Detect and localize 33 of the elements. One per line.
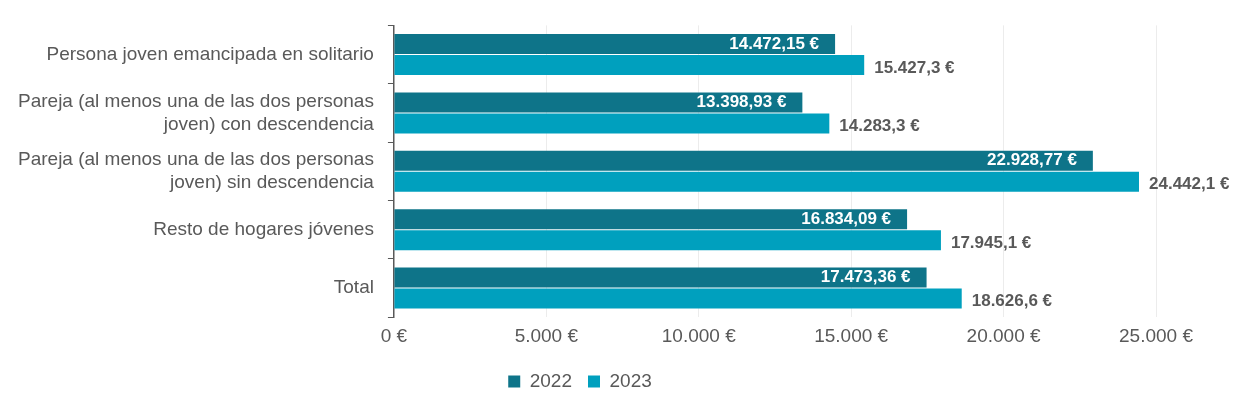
bar xyxy=(394,92,803,113)
y-tick-label: Pareja (al menos una de las dos personas joven) sin descendencia xyxy=(18,148,375,192)
x-tick-label: 0 € xyxy=(380,324,408,346)
x-tick-label: 15.000 € xyxy=(814,324,889,346)
y-tick-label: Persona joven emancipada en solitario xyxy=(46,42,374,64)
data-label: 14.472,15 € xyxy=(729,33,820,53)
data-label: 14.283,3 € xyxy=(839,116,921,136)
data-label: 18.626,6 € xyxy=(971,291,1053,311)
legend-label: 2022 xyxy=(529,369,573,391)
bar xyxy=(394,230,941,251)
bar xyxy=(394,171,1139,192)
y-tick-label: Pareja (al menos una de las dos personas joven) con descendencia xyxy=(18,89,375,134)
data-label: 22.928,77 € xyxy=(987,150,1078,170)
data-label: 24.442,1 € xyxy=(1148,174,1230,194)
bar xyxy=(394,150,1093,171)
data-label: 15.427,3 € xyxy=(874,57,956,77)
y-tick-label: Total xyxy=(333,276,374,298)
bar xyxy=(394,113,830,134)
bar xyxy=(394,288,962,309)
data-label: 13.398,93 € xyxy=(696,92,787,112)
legend-label: 2023 xyxy=(609,369,652,391)
bar xyxy=(394,209,908,230)
bar xyxy=(394,267,927,288)
data-label: 17.945,1 € xyxy=(950,232,1032,252)
x-tick-label: 20.000 € xyxy=(966,324,1041,346)
bar xyxy=(394,55,865,76)
bar xyxy=(394,34,836,55)
data-label: 16.834,09 € xyxy=(801,208,892,228)
y-tick-label: Resto de hogares jóvenes xyxy=(153,217,374,239)
x-tick-label: 25.000 € xyxy=(1119,324,1194,346)
data-label: 17.473,36 € xyxy=(820,267,912,287)
x-tick-label: 5.000 € xyxy=(514,324,579,346)
x-tick-label: 10.000 € xyxy=(661,324,737,346)
